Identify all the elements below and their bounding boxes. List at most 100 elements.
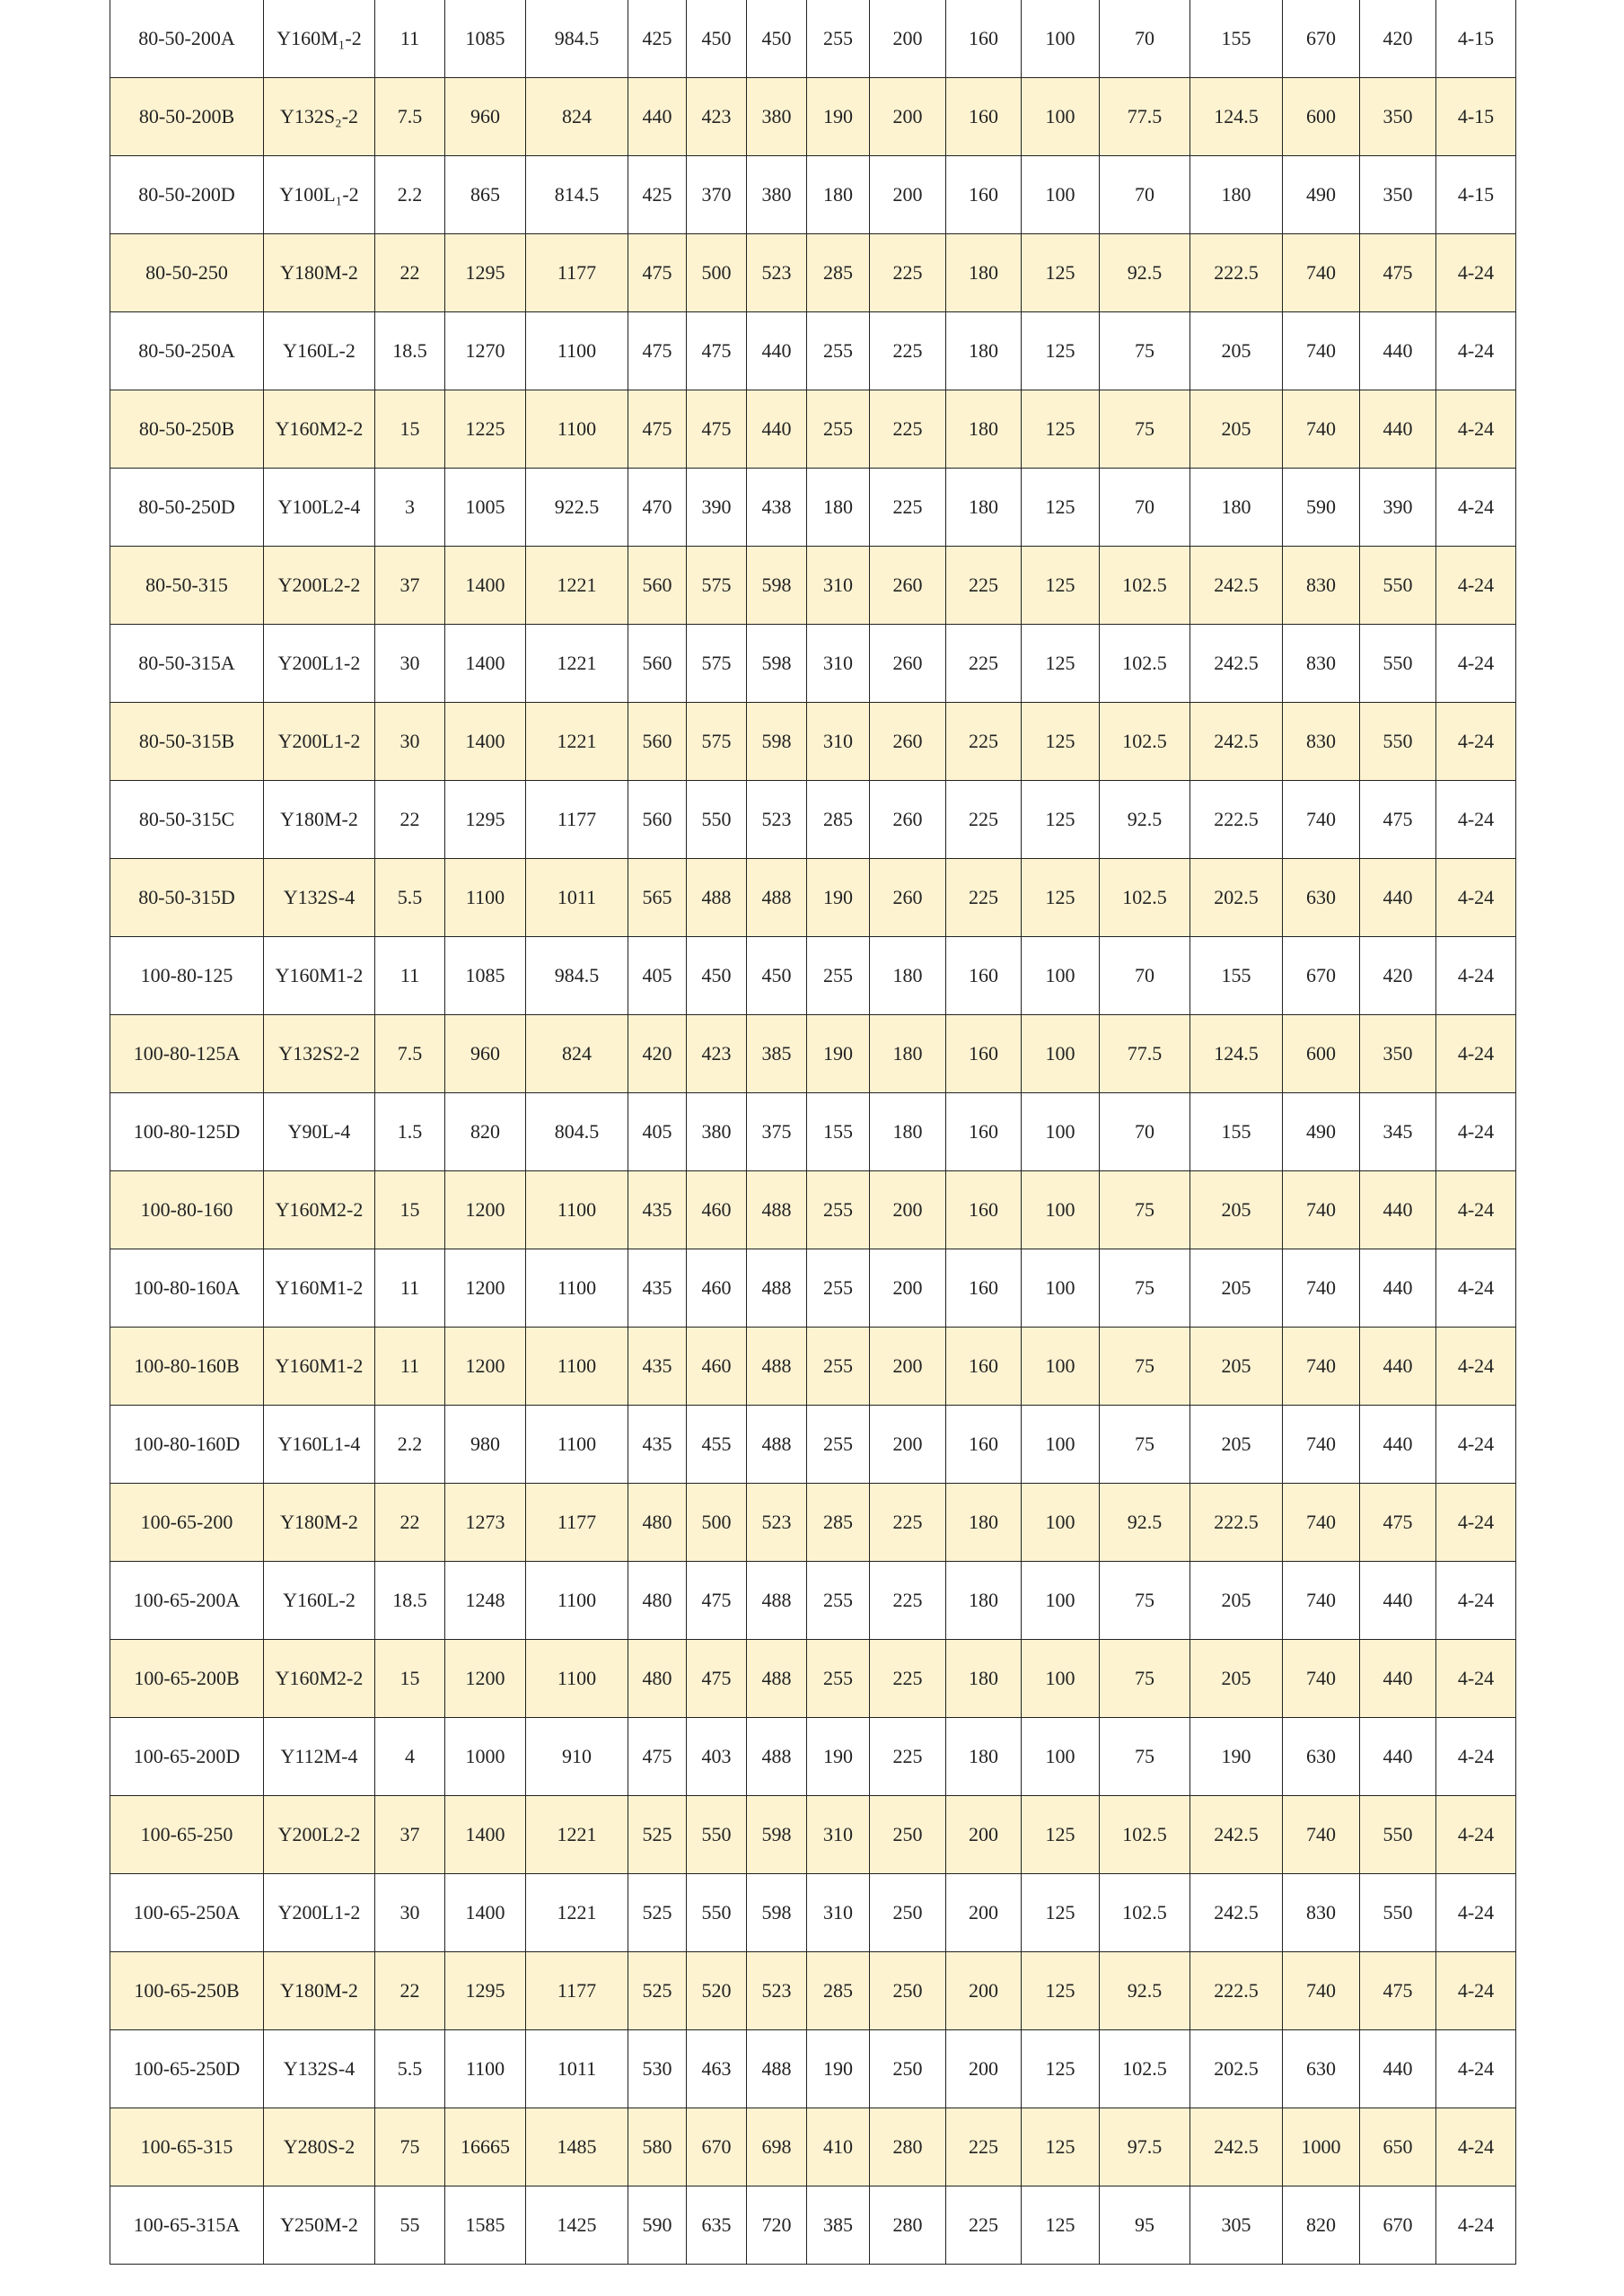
table-cell: 125 bbox=[1021, 468, 1100, 547]
table-cell: 820 bbox=[444, 1092, 526, 1171]
table-cell: 160 bbox=[945, 0, 1022, 78]
table-cell: 222.5 bbox=[1189, 233, 1283, 312]
table-cell: 255 bbox=[806, 1561, 870, 1640]
table-cell: 280 bbox=[869, 2108, 946, 2186]
table-cell: 11 bbox=[374, 0, 445, 78]
table-cell: 310 bbox=[806, 624, 870, 703]
table-row: 80-50-315B Y200L1-2 30 1400 1221 560 575 598 310… bbox=[110, 702, 1516, 781]
table-cell: 70 bbox=[1099, 468, 1190, 547]
table-cell: 550 bbox=[686, 780, 747, 859]
table-cell: 1100 bbox=[525, 1327, 628, 1406]
table-cell: 475 bbox=[1359, 1951, 1436, 2030]
table-cell: 100 bbox=[1021, 1561, 1100, 1640]
table-cell: 202.5 bbox=[1189, 2029, 1283, 2108]
table-cell: 100-80-125A bbox=[110, 1014, 264, 1093]
table-cell: 75 bbox=[1099, 1170, 1190, 1249]
table-cell: 15 bbox=[374, 390, 445, 469]
table-cell: 100 bbox=[1021, 936, 1100, 1015]
table-cell: 4-24 bbox=[1435, 1327, 1516, 1406]
table-cell: 598 bbox=[746, 624, 807, 703]
table-cell: 420 bbox=[628, 1014, 687, 1093]
table-row: 100-80-160B Y160M1-2 11 1200 1100 435 460 488 25… bbox=[110, 1327, 1516, 1406]
table-cell: 190 bbox=[806, 858, 870, 937]
table-cell: 480 bbox=[628, 1639, 687, 1718]
table-cell: 1177 bbox=[525, 1951, 628, 2030]
table-cell: 4 bbox=[374, 1717, 445, 1796]
table-cell: 1200 bbox=[444, 1639, 526, 1718]
table-cell: 380 bbox=[746, 77, 807, 156]
table-cell: 102.5 bbox=[1099, 2029, 1190, 2108]
table-cell: 1000 bbox=[1282, 2108, 1360, 2186]
table-cell: 4-24 bbox=[1435, 1405, 1516, 1484]
table-cell: 375 bbox=[746, 1092, 807, 1171]
table-cell: 75 bbox=[1099, 1249, 1190, 1328]
table-cell: 100-80-125D bbox=[110, 1092, 264, 1171]
table-cell: 480 bbox=[628, 1561, 687, 1640]
table-cell: 1100 bbox=[444, 858, 526, 937]
table-cell: 100 bbox=[1021, 1717, 1100, 1796]
table-cell: 11 bbox=[374, 1327, 445, 1406]
table-cell: Y180M-2 bbox=[263, 1951, 375, 2030]
table-cell: 3 bbox=[374, 468, 445, 547]
table-cell: 488 bbox=[746, 1327, 807, 1406]
table-cell: Y160L1-4 bbox=[263, 1405, 375, 1484]
table-cell: 2.2 bbox=[374, 155, 445, 234]
table-cell: 488 bbox=[746, 858, 807, 937]
table-cell: 225 bbox=[945, 546, 1022, 625]
table-cell: 125 bbox=[1021, 858, 1100, 937]
table-cell: 1005 bbox=[444, 468, 526, 547]
table-cell: 385 bbox=[806, 2186, 870, 2265]
table-cell: 475 bbox=[628, 311, 687, 390]
table-cell: 125 bbox=[1021, 546, 1100, 625]
table-cell: 598 bbox=[746, 702, 807, 781]
table-cell: 11 bbox=[374, 1249, 445, 1328]
table-cell: 160 bbox=[945, 77, 1022, 156]
table-cell: 4-15 bbox=[1435, 0, 1516, 78]
table-cell: 1085 bbox=[444, 936, 526, 1015]
table-cell: 285 bbox=[806, 1483, 870, 1562]
table-cell: 92.5 bbox=[1099, 780, 1190, 859]
table-cell: 1400 bbox=[444, 546, 526, 625]
table-cell: 4-24 bbox=[1435, 702, 1516, 781]
table-cell: 75 bbox=[1099, 390, 1190, 469]
table-cell: 455 bbox=[686, 1405, 747, 1484]
table-cell: 420 bbox=[1359, 0, 1436, 78]
table-cell: 984.5 bbox=[525, 936, 628, 1015]
table-cell: 1000 bbox=[444, 1717, 526, 1796]
table-cell: 80-50-200B bbox=[110, 77, 264, 156]
table-cell: 1100 bbox=[525, 1639, 628, 1718]
table-cell: 600 bbox=[1282, 1014, 1360, 1093]
table-cell: 575 bbox=[686, 546, 747, 625]
table-cell: Y280S-2 bbox=[263, 2108, 375, 2186]
table-cell: 525 bbox=[628, 1795, 687, 1874]
table-cell: 488 bbox=[746, 1170, 807, 1249]
table-cell: 100 bbox=[1021, 1405, 1100, 1484]
table-cell: 225 bbox=[869, 1717, 946, 1796]
table-cell: 80-50-200A bbox=[110, 0, 264, 78]
table-cell: 440 bbox=[1359, 858, 1436, 937]
table-cell: 480 bbox=[628, 1483, 687, 1562]
table-cell: 285 bbox=[806, 1951, 870, 2030]
table-cell: Y160M1-2 bbox=[263, 1327, 375, 1406]
table-cell: 260 bbox=[869, 702, 946, 781]
table-cell: 55 bbox=[374, 2186, 445, 2265]
table-row: 100-80-125 Y160M1-2 11 1085 984.5 405 450 450 25… bbox=[110, 936, 1516, 1015]
table-cell: 92.5 bbox=[1099, 1483, 1190, 1562]
table-row: 80-50-250 Y180M-2 22 1295 1177 475 500 523 285 22… bbox=[110, 233, 1516, 312]
table-cell: 1400 bbox=[444, 702, 526, 781]
table-cell: 75 bbox=[1099, 1405, 1190, 1484]
table-cell: 403 bbox=[686, 1717, 747, 1796]
table-cell: 830 bbox=[1282, 702, 1360, 781]
table-cell: 420 bbox=[1359, 936, 1436, 1015]
table-cell: 190 bbox=[806, 77, 870, 156]
table-cell: 100 bbox=[1021, 77, 1100, 156]
table-cell: 475 bbox=[1359, 1483, 1436, 1562]
table-cell: 440 bbox=[1359, 1170, 1436, 1249]
table-cell: 310 bbox=[806, 702, 870, 781]
table-cell: 1400 bbox=[444, 624, 526, 703]
table-cell: 160 bbox=[945, 1405, 1022, 1484]
table-cell: 984.5 bbox=[525, 0, 628, 78]
table-row: 100-65-200A Y160L-2 18.5 1248 1100 480 475 488 2… bbox=[110, 1561, 1516, 1640]
table-cell: 450 bbox=[686, 0, 747, 78]
table-cell: 5.5 bbox=[374, 858, 445, 937]
